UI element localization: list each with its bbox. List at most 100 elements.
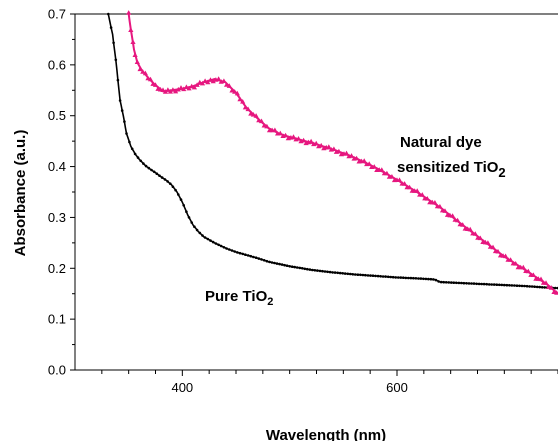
data-point-pure bbox=[477, 282, 481, 286]
data-point-pure bbox=[359, 273, 362, 277]
data-point-pure bbox=[120, 109, 124, 112]
data-point-dye bbox=[210, 78, 216, 84]
data-point-pure bbox=[301, 267, 304, 270]
data-point-pure bbox=[535, 285, 539, 289]
data-point-pure bbox=[171, 185, 175, 188]
data-point-dye bbox=[402, 181, 408, 186]
data-point-dye bbox=[530, 272, 536, 277]
data-point-dye bbox=[295, 136, 302, 141]
data-point-dye bbox=[384, 170, 390, 176]
data-point-pure bbox=[150, 168, 153, 172]
data-point-pure bbox=[147, 166, 151, 170]
data-point-pure bbox=[432, 278, 435, 281]
data-point-dye bbox=[132, 52, 138, 57]
data-point-pure bbox=[244, 253, 247, 256]
y-tick-label: 0.4 bbox=[48, 159, 66, 174]
data-point-pure bbox=[155, 172, 159, 175]
data-point-pure bbox=[270, 261, 274, 264]
data-point-dye bbox=[173, 88, 179, 94]
x-tick-label: 600 bbox=[386, 380, 408, 395]
data-point-pure bbox=[482, 282, 486, 286]
data-point-pure bbox=[295, 266, 299, 269]
data-point-pure bbox=[139, 159, 142, 163]
data-point-dye bbox=[137, 66, 143, 72]
data-point-pure bbox=[407, 276, 410, 280]
data-point-dye bbox=[513, 261, 519, 266]
data-point-pure bbox=[311, 268, 314, 272]
data-point-dye bbox=[283, 132, 289, 138]
data-point-pure bbox=[409, 276, 413, 280]
x-tick-label: 400 bbox=[171, 380, 193, 395]
data-point-pure bbox=[402, 276, 405, 280]
data-point-pure bbox=[225, 247, 228, 250]
y-tick-label: 0.3 bbox=[48, 210, 66, 225]
data-point-pure bbox=[116, 78, 120, 82]
data-point-dye bbox=[229, 87, 235, 93]
data-point-pure bbox=[187, 216, 191, 219]
y-tick-label: 0.2 bbox=[48, 261, 66, 276]
data-point-dye bbox=[442, 208, 448, 213]
data-point-pure bbox=[130, 147, 134, 151]
data-point-pure bbox=[107, 12, 110, 16]
data-point-pure bbox=[142, 162, 145, 165]
data-point-dye bbox=[348, 153, 355, 158]
data-point-pure bbox=[144, 164, 148, 168]
data-point-pure bbox=[399, 276, 403, 279]
data-point-pure bbox=[349, 272, 352, 276]
data-point-pure bbox=[386, 275, 390, 279]
data-point-dye bbox=[162, 89, 169, 94]
data-point-pure bbox=[285, 264, 289, 268]
data-point-dye bbox=[520, 264, 526, 270]
data-point-pure bbox=[455, 281, 458, 285]
data-point-pure bbox=[109, 26, 113, 29]
data-point-pure bbox=[419, 277, 423, 280]
data-point-pure bbox=[163, 178, 167, 181]
data-point-pure bbox=[238, 251, 242, 255]
data-point-dye bbox=[407, 184, 413, 190]
plot-frame bbox=[74, 13, 558, 371]
annotation-dye-line1: Natural dye bbox=[400, 134, 482, 151]
data-point-pure bbox=[442, 280, 446, 284]
data-point-dye bbox=[437, 203, 443, 209]
data-point-pure bbox=[371, 274, 375, 278]
data-point-dye bbox=[134, 59, 140, 64]
data-point-pure bbox=[112, 41, 115, 45]
data-point-dye bbox=[170, 87, 176, 92]
data-point-pure bbox=[523, 284, 526, 288]
data-point-pure bbox=[487, 283, 491, 286]
data-point-pure bbox=[417, 277, 420, 280]
data-point-pure bbox=[125, 132, 128, 135]
data-point-dye bbox=[183, 84, 189, 89]
data-point-pure bbox=[447, 281, 451, 284]
data-point-pure bbox=[293, 265, 297, 269]
data-point-dye bbox=[336, 148, 342, 154]
data-point-pure bbox=[500, 283, 504, 287]
data-point-pure bbox=[515, 284, 519, 288]
data-point-dye bbox=[186, 85, 192, 91]
data-point-pure bbox=[467, 282, 471, 285]
data-point-pure bbox=[364, 273, 367, 277]
data-point-pure bbox=[114, 58, 118, 62]
data-point-dye bbox=[477, 235, 483, 241]
data-point-dye bbox=[290, 134, 297, 139]
data-point-pure bbox=[228, 248, 231, 251]
data-point-pure bbox=[313, 269, 317, 272]
data-point-pure bbox=[450, 281, 453, 284]
data-point-pure bbox=[268, 260, 271, 264]
data-point-dye bbox=[331, 146, 337, 151]
data-point-dye bbox=[318, 142, 324, 148]
data-point-pure bbox=[538, 285, 541, 289]
data-point-dye bbox=[232, 89, 238, 94]
data-point-pure bbox=[257, 257, 261, 260]
data-point-dye bbox=[472, 231, 478, 236]
data-point-dye bbox=[396, 177, 403, 182]
data-point-pure bbox=[389, 275, 393, 279]
data-point-dye bbox=[191, 84, 197, 90]
data-point-pure bbox=[190, 221, 193, 224]
annotation-dye-subscript: 2 bbox=[498, 165, 505, 180]
series-pure bbox=[107, 12, 558, 290]
data-point-pure bbox=[460, 281, 463, 285]
data-point-dye bbox=[130, 39, 136, 44]
data-point-dye bbox=[207, 77, 214, 82]
data-point-dye bbox=[495, 248, 501, 254]
